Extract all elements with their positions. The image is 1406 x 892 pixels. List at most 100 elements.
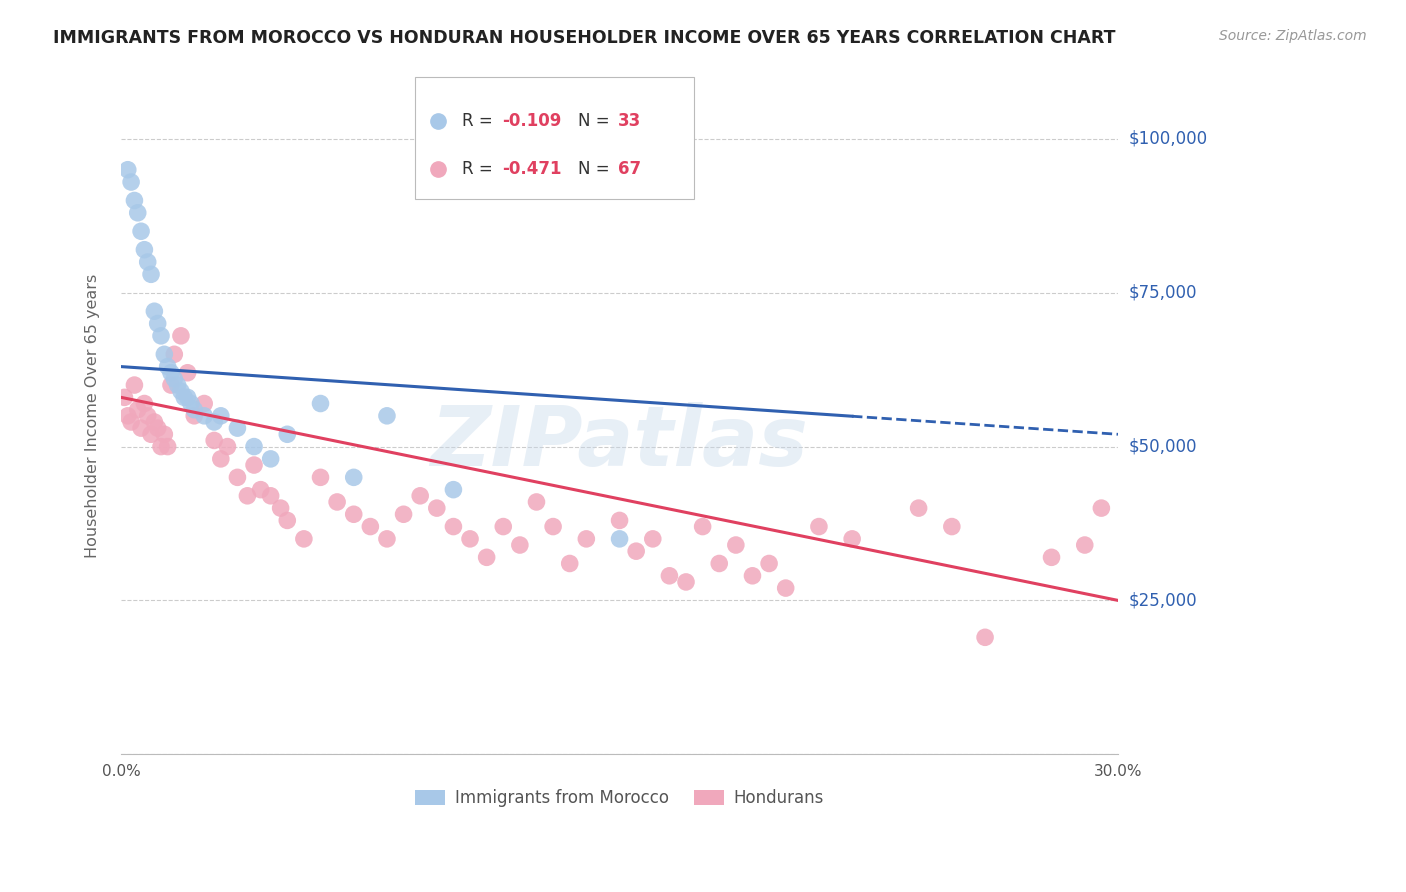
Point [193,409,215,423]
Point [124,378,146,392]
Point [170,329,193,343]
Point [146,317,169,331]
Point [359,519,381,533]
Text: $25,000: $25,000 [1129,591,1198,609]
Text: -0.471: -0.471 [502,160,561,178]
Point [150,440,173,454]
Point [575,532,598,546]
FancyBboxPatch shape [415,78,695,199]
Point [426,501,449,516]
Point [166,378,188,392]
Point [139,268,162,282]
Point [176,366,198,380]
Point [176,390,198,404]
Point [675,574,697,589]
Point [641,532,664,546]
Point [458,532,481,546]
Point [209,451,232,466]
Point [156,359,179,374]
Point [624,544,647,558]
Point [249,483,271,497]
Point [127,402,149,417]
Point [309,470,332,484]
Point [375,409,398,423]
Point [658,569,681,583]
Point [120,415,142,429]
Point [209,409,232,423]
Point [558,557,581,571]
Point [180,396,202,410]
Point [807,519,830,533]
Point [134,396,156,410]
Point [153,347,176,361]
Point [124,194,146,208]
Point [156,440,179,454]
Point [134,243,156,257]
Point [226,421,249,435]
Text: $75,000: $75,000 [1129,284,1198,301]
Point [127,206,149,220]
Point [724,538,747,552]
Point [941,519,963,533]
Point [139,427,162,442]
Point [143,415,166,429]
Point [276,427,298,442]
Point [775,581,797,595]
Point [1074,538,1097,552]
Point [153,427,176,442]
Point [143,304,166,318]
Text: 33: 33 [617,112,641,129]
Point [146,421,169,435]
Point [492,519,515,533]
Text: IMMIGRANTS FROM MOROCCO VS HONDURAN HOUSEHOLDER INCOME OVER 65 YEARS CORRELATION: IMMIGRANTS FROM MOROCCO VS HONDURAN HOUS… [53,29,1116,47]
Point [163,347,186,361]
Point [129,421,152,435]
Point [375,532,398,546]
Point [409,489,432,503]
Text: N =: N = [578,112,609,129]
Point [260,451,283,466]
Point [117,162,139,177]
Point [441,483,464,497]
Text: $50,000: $50,000 [1129,438,1198,456]
Point [392,508,415,522]
Point [150,329,173,343]
Point [441,519,464,533]
Point [170,384,193,399]
Point [609,532,631,546]
Point [541,519,564,533]
Point [217,440,239,454]
Point [160,378,183,392]
Point [741,569,763,583]
Point [136,255,159,269]
Text: R =: R = [463,112,494,129]
Text: $100,000: $100,000 [1129,130,1208,148]
Text: -0.109: -0.109 [502,112,561,129]
Point [136,409,159,423]
Text: 67: 67 [617,160,641,178]
Point [326,495,349,509]
Point [709,557,731,571]
Legend: Immigrants from Morocco, Hondurans: Immigrants from Morocco, Hondurans [408,782,831,814]
Point [1090,501,1112,516]
Point [309,396,332,410]
Point [117,409,139,423]
Point [243,440,266,454]
Point [193,396,215,410]
Point [226,470,249,484]
Text: R =: R = [463,160,494,178]
Point [202,415,225,429]
Point [120,175,142,189]
Point [509,538,531,552]
Point [1040,550,1063,565]
Point [692,519,714,533]
Text: N =: N = [578,160,609,178]
Y-axis label: Householder Income Over 65 years: Householder Income Over 65 years [86,274,100,558]
Point [114,390,136,404]
Text: Source: ZipAtlas.com: Source: ZipAtlas.com [1219,29,1367,44]
Point [173,390,195,404]
Point [276,513,298,527]
Point [609,513,631,527]
Point [292,532,315,546]
Point [129,224,152,238]
